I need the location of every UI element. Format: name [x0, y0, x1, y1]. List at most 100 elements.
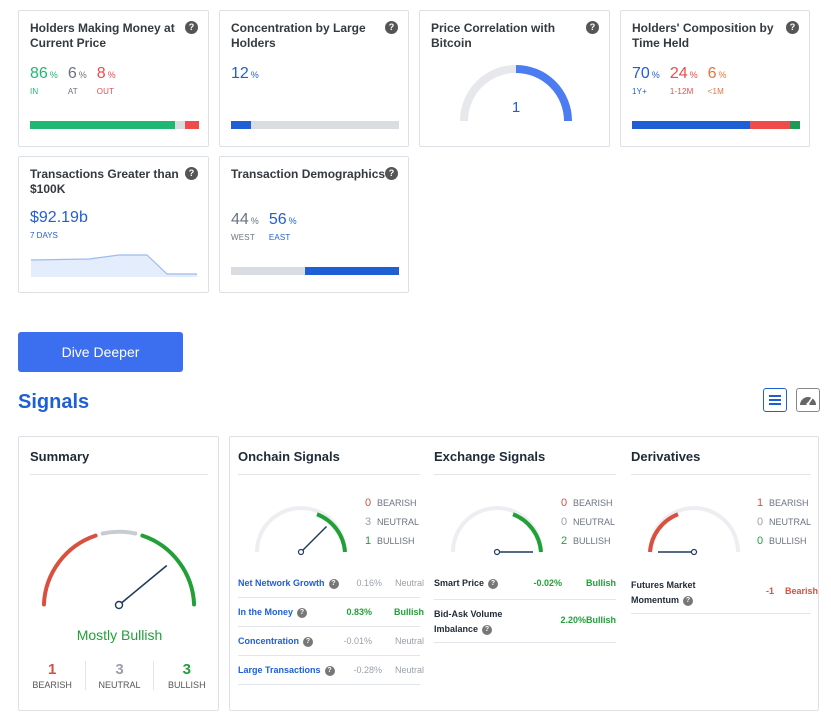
divider — [238, 474, 420, 475]
dive-deeper-button[interactable]: Dive Deeper — [18, 332, 183, 372]
derivatives-gauge — [648, 506, 740, 556]
stat-row: 70% 1Y+ 24% 1-12M 6% <1M — [632, 65, 727, 96]
neutral-count: 3 NEUTRAL — [86, 661, 154, 690]
bar-1-12m — [749, 121, 790, 129]
gauge-track — [255, 506, 347, 553]
gauge-pivot — [297, 548, 305, 556]
at-stat: 6% AT — [67, 65, 87, 96]
out-stat: 8% OUT — [96, 65, 116, 96]
transactions-value: $92.19b — [30, 209, 88, 226]
gauge-view-button[interactable] — [796, 388, 820, 412]
gauge-needle — [118, 564, 168, 606]
onchain-bearish: 0 BEARISH — [365, 497, 417, 509]
summary-verdict: Mostly Bullish — [76, 627, 163, 643]
concentration-bar — [231, 121, 399, 129]
exchange-neutral: 0 NEUTRAL — [561, 516, 616, 528]
derivatives-neutral: 0 NEUTRAL — [757, 516, 812, 528]
gauge-pivot — [493, 548, 501, 556]
transactions-sparkline — [30, 254, 197, 277]
help-icon[interactable]: ? — [185, 21, 198, 34]
in-stat: 86% IN — [30, 65, 58, 96]
derivatives-title: Derivatives — [631, 449, 701, 464]
divider — [238, 684, 420, 685]
help-icon[interactable]: ? — [482, 624, 493, 635]
help-icon[interactable]: ? — [303, 636, 314, 647]
gauge-track — [648, 506, 740, 553]
bar-1y — [632, 121, 750, 129]
bar-out — [185, 121, 199, 129]
gauge-pivot — [114, 600, 124, 610]
card-title: Price Correlation with Bitcoin — [431, 21, 556, 50]
speedometer-icon — [800, 397, 816, 406]
help-icon[interactable]: ? — [786, 21, 799, 34]
bullish-count: 3 BULLISH — [168, 661, 206, 690]
gauge-neutral-arc — [100, 529, 138, 536]
bar-west — [231, 267, 305, 275]
exchange-row-bid-ask[interactable]: Bid-Ask Volume Imbalance? 2.20% Bullish — [434, 609, 616, 635]
concentration-stat: 12% — [231, 65, 259, 82]
gauge-bullish-arc — [512, 512, 543, 553]
help-icon[interactable]: ? — [185, 167, 198, 180]
exchange-title: Exchange Signals — [434, 449, 546, 464]
demographics-bar — [231, 267, 399, 275]
east-stat: 56% EAST — [268, 211, 297, 242]
bar-in — [30, 121, 176, 129]
signals-details-card: Onchain Signals 0 BEARISH 3 NEUTRAL 1 BULLI… — [229, 436, 819, 711]
help-icon[interactable]: ? — [328, 578, 339, 589]
west-stat: 44% WEST — [231, 211, 259, 242]
divider — [631, 474, 811, 475]
summary-gauge — [41, 529, 197, 610]
concentration-card: Concentration by Large Holders ? 12% — [219, 10, 409, 147]
signals-title: Signals — [18, 391, 90, 413]
lt1m-stat: 6% <1M — [707, 65, 727, 96]
sparkline-line — [30, 254, 197, 275]
stat-row: 12% — [231, 65, 259, 84]
gauge-needle — [300, 526, 327, 553]
divider — [434, 642, 616, 643]
gauge-bearish-arc — [41, 533, 98, 607]
correlation-gauge: 1 — [460, 65, 572, 122]
bar-lt1m — [789, 121, 800, 129]
divider — [238, 655, 420, 656]
list-view-button[interactable] — [763, 388, 787, 412]
composition-card: Holders' Composition by Time Held ? 70% … — [620, 10, 810, 147]
derivatives-bearish: 1 BEARISH — [757, 497, 809, 509]
help-icon[interactable]: ? — [385, 167, 398, 180]
help-icon[interactable]: ? — [683, 595, 693, 606]
list-icon — [769, 395, 781, 405]
money-bar — [30, 121, 199, 129]
divider — [238, 626, 420, 627]
onchain-title: Onchain Signals — [238, 449, 340, 464]
help-icon[interactable]: ? — [324, 665, 335, 676]
1y-stat: 70% 1Y+ — [632, 65, 660, 96]
help-icon[interactable]: ? — [385, 21, 398, 34]
exchange-bullish: 2 BULLISH — [561, 535, 611, 547]
onchain-neutral: 3 NEUTRAL — [365, 516, 420, 528]
gauge-bullish-arc — [140, 533, 197, 607]
derivatives-row-futures-momentum[interactable]: Futures Market Momentum? -1 Bearish — [631, 580, 818, 606]
bar-fill — [231, 121, 252, 129]
help-icon[interactable]: ? — [488, 578, 499, 589]
correlation-card: Price Correlation with Bitcoin ? 1 — [419, 10, 610, 147]
summary-counts: 1 BEARISH 3 NEUTRAL 3 BULLISH — [19, 661, 220, 690]
divider — [631, 613, 811, 614]
help-icon[interactable]: ? — [586, 21, 599, 34]
summary-card: Summary Mostly Bullish 1 BEARISH 3 NEUTR… — [18, 436, 219, 711]
divider — [238, 597, 420, 598]
card-title: Concentration by Large Holders — [231, 21, 366, 50]
card-title: Holders Making Money at Current Price — [30, 21, 175, 50]
divider — [30, 474, 208, 475]
bearish-count: 1 BEARISH — [19, 661, 87, 690]
derivatives-bullish: 0 BULLISH — [757, 535, 807, 547]
exchange-bearish: 0 BEARISH — [561, 497, 613, 509]
card-title: Transactions Greater than $100K — [30, 167, 179, 196]
demographics-card: Transaction Demographics ? 44% WEST 56% … — [219, 156, 409, 293]
divider — [434, 599, 616, 600]
divider — [434, 474, 616, 475]
composition-bar — [632, 121, 800, 129]
transactions-card: Transactions Greater than $100K ? $92.19… — [18, 156, 209, 293]
gauge-fill — [515, 65, 572, 122]
help-icon[interactable]: ? — [297, 607, 308, 618]
transactions-period: 7 DAYS — [30, 231, 58, 240]
exchange-gauge — [451, 506, 543, 556]
